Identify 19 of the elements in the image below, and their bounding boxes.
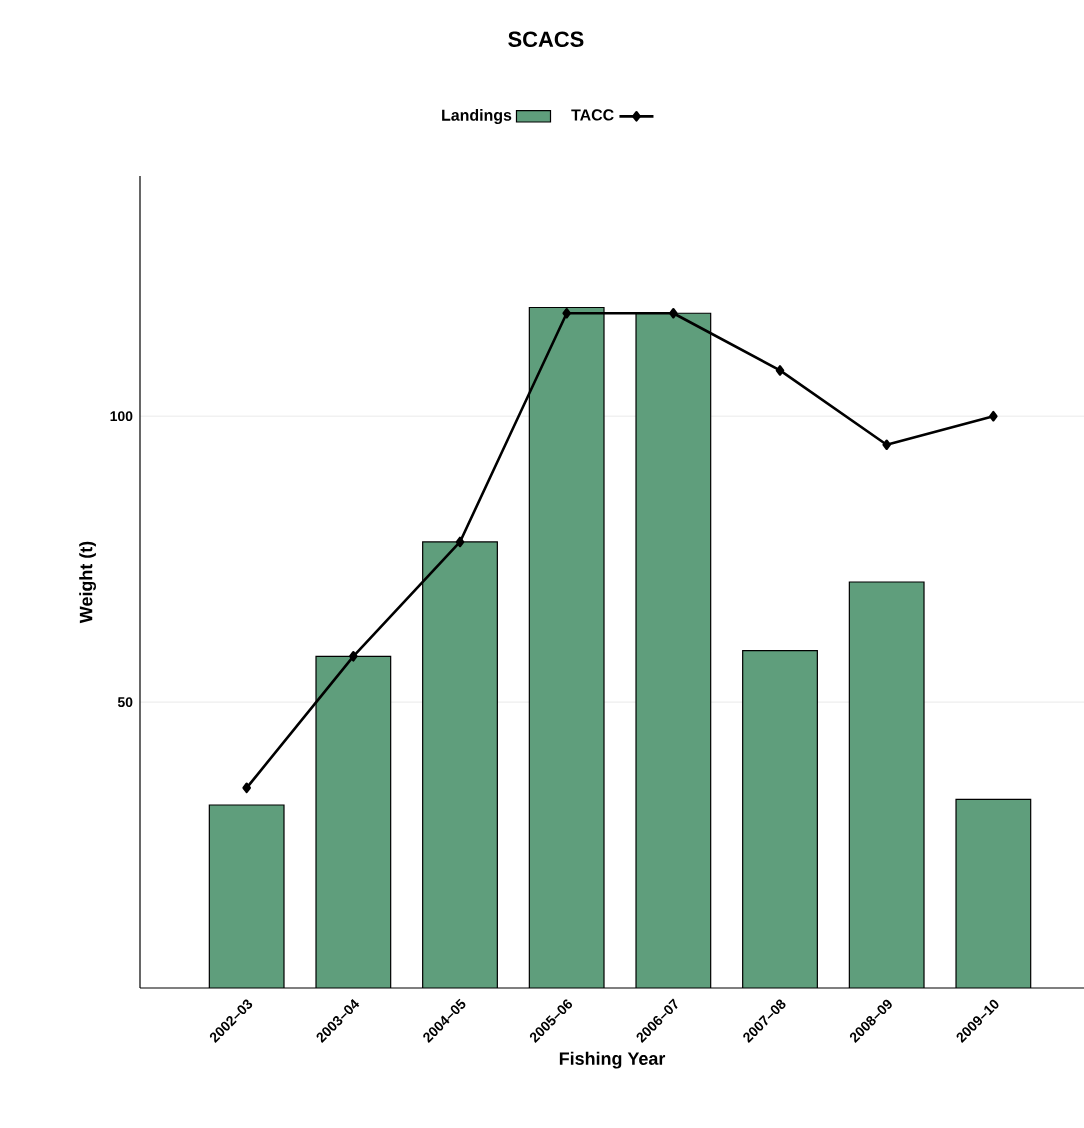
point — [669, 307, 678, 319]
point — [349, 651, 358, 662]
bar — [316, 656, 391, 988]
bar — [955, 798, 1032, 988]
point — [882, 439, 891, 451]
bar — [529, 307, 605, 988]
point — [989, 410, 998, 422]
x-axis-title: Fishing Year — [559, 1051, 666, 1069]
bar — [636, 313, 711, 988]
chart-title: SCACS — [508, 31, 584, 47]
bar — [209, 805, 284, 988]
point — [562, 307, 571, 319]
point — [455, 536, 465, 548]
point — [242, 782, 251, 794]
point — [775, 365, 785, 376]
bar — [742, 650, 818, 988]
bar — [422, 541, 498, 988]
y-axis-title: Weight (t) — [79, 541, 97, 624]
bar — [849, 581, 925, 988]
